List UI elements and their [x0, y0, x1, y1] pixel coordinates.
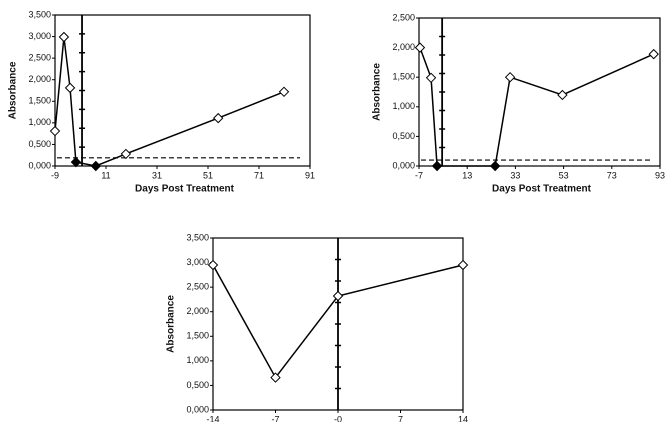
- y-tick-label: 0,500: [28, 139, 51, 149]
- y-axis-label: Absorbance: [166, 295, 177, 353]
- y-tick-label: 2,000: [186, 306, 209, 316]
- x-tick-label: -9: [51, 170, 59, 180]
- y-tick-label: 1,500: [392, 72, 415, 82]
- y-tick-label: 1,000: [28, 117, 51, 127]
- y-tick-label: 3,500: [186, 232, 209, 242]
- marker: [332, 290, 344, 302]
- x-tick-label: -0: [334, 414, 342, 422]
- x-tick-label: 71: [254, 170, 264, 180]
- y-tick-label: 2,500: [392, 12, 415, 22]
- x-tick-label: 13: [462, 170, 472, 180]
- x-tick-label: -7: [271, 414, 279, 422]
- marker: [425, 72, 437, 83]
- x-tick-label: 7: [398, 414, 403, 422]
- y-tick-label: 3,500: [28, 9, 51, 19]
- series-line: [212, 264, 464, 379]
- marker: [90, 160, 102, 172]
- y-tick-label: 1,500: [186, 331, 209, 341]
- y-tick-label: 2,000: [28, 74, 51, 84]
- marker: [414, 42, 426, 53]
- y-tick-label: 2,500: [186, 282, 209, 292]
- y-tick-label: 0,000: [186, 404, 209, 414]
- plot-frame: [54, 14, 311, 167]
- y-tick-label: 0,500: [186, 380, 209, 390]
- x-tick-label: 93: [655, 170, 665, 180]
- plot-frame: [418, 17, 661, 167]
- marker: [207, 259, 219, 271]
- marker: [557, 89, 568, 101]
- marker: [278, 86, 290, 98]
- x-tick-label: -14: [206, 414, 219, 422]
- marker: [120, 148, 132, 160]
- y-tick-label: 2,500: [28, 53, 51, 63]
- x-tick-label: 31: [152, 170, 162, 180]
- x-tick-label: 53: [559, 170, 569, 180]
- y-tick-label: 3,000: [28, 31, 51, 41]
- x-tick-label: 73: [607, 170, 617, 180]
- marker: [457, 259, 469, 271]
- marker: [70, 156, 82, 168]
- y-axis-label: Absorbance: [372, 63, 383, 121]
- marker: [49, 125, 61, 137]
- x-axis-label: Days Post Treatment: [492, 184, 592, 195]
- y-tick-label: 0,000: [28, 160, 51, 170]
- marker: [212, 112, 224, 124]
- marker: [270, 372, 281, 383]
- series-line: [419, 47, 655, 167]
- marker: [648, 48, 659, 60]
- marker: [64, 82, 76, 94]
- x-axis-label: Days Post Treatment: [135, 184, 235, 195]
- x-tick-label: 11: [101, 170, 110, 180]
- y-tick-label: 2,000: [392, 42, 415, 52]
- y-tick-label: 0,000: [392, 160, 415, 170]
- y-tick-label: 1,500: [28, 96, 51, 106]
- x-tick-label: 51: [203, 170, 213, 180]
- x-tick-label: 91: [305, 170, 315, 180]
- marker: [504, 71, 516, 83]
- x-tick-label: -7: [415, 170, 423, 180]
- y-tick-label: 1,000: [392, 101, 415, 111]
- y-axis-label: Absorbance: [8, 61, 19, 119]
- marker: [58, 31, 70, 43]
- marker: [489, 160, 501, 172]
- series-line: [54, 36, 285, 167]
- y-tick-label: 3,000: [186, 257, 209, 267]
- y-tick-label: 0,500: [392, 131, 415, 141]
- x-tick-label: 14: [458, 414, 468, 422]
- marker: [431, 160, 443, 172]
- y-tick-label: 1,000: [186, 355, 209, 365]
- x-tick-label: 33: [510, 170, 520, 180]
